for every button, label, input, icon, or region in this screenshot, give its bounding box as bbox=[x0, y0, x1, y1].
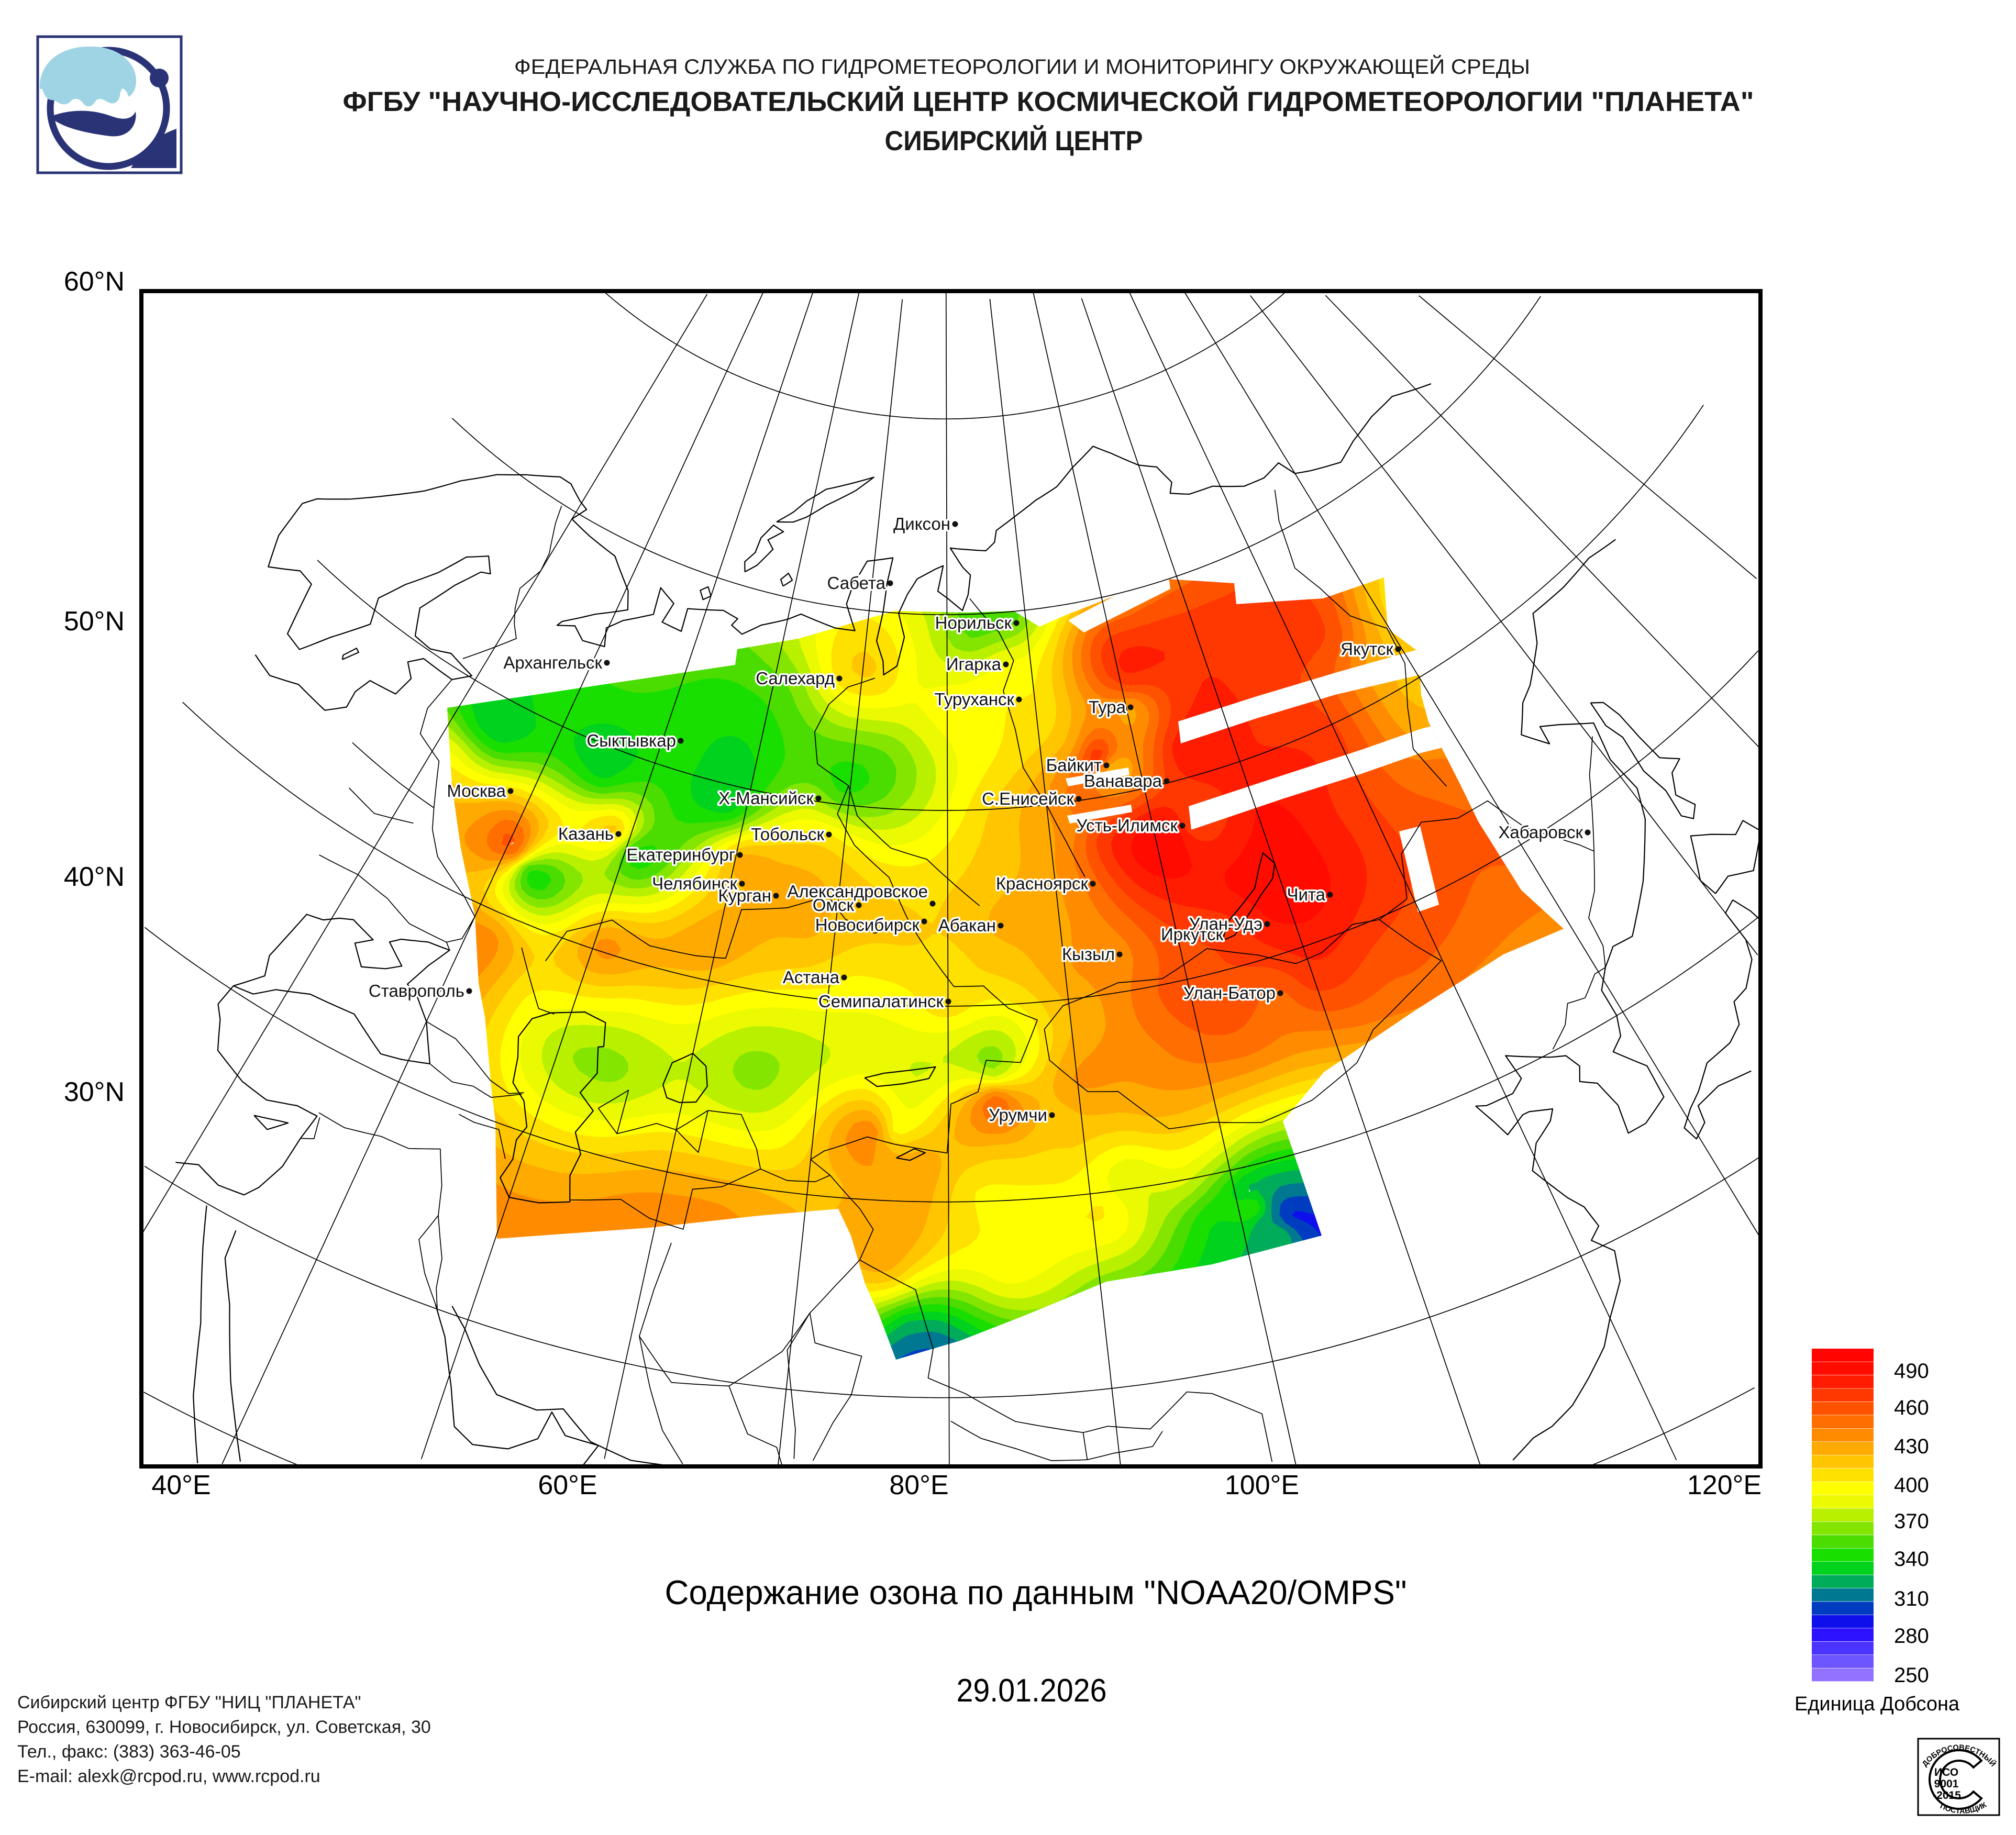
svg-text:Новосибирск: Новосибирск bbox=[815, 915, 920, 935]
svg-text:Омск: Омск bbox=[813, 895, 855, 915]
svg-text:Салехард: Салехард bbox=[756, 669, 835, 688]
svg-text:310: 310 bbox=[1894, 1587, 1929, 1610]
svg-text:Казань: Казань bbox=[558, 824, 614, 843]
svg-text:Игарка: Игарка bbox=[946, 654, 1002, 674]
svg-text:Красноярск: Красноярск bbox=[996, 874, 1089, 893]
svg-text:Туруханск: Туруханск bbox=[934, 689, 1014, 709]
svg-text:Александровское: Александровское bbox=[787, 882, 928, 901]
svg-text:490: 490 bbox=[1894, 1360, 1929, 1383]
svg-text:Усть-Илимск: Усть-Илимск bbox=[1076, 816, 1178, 835]
svg-text:Чита: Чита bbox=[1287, 885, 1325, 904]
svg-text:Ставрополь: Ставрополь bbox=[369, 981, 464, 1000]
svg-text:30°N: 30°N bbox=[64, 1077, 125, 1107]
svg-text:340: 340 bbox=[1894, 1548, 1929, 1571]
svg-text:Сабета: Сабета bbox=[827, 573, 886, 593]
svg-text:40°E: 40°E bbox=[151, 1470, 211, 1500]
svg-text:120°E: 120°E bbox=[1687, 1470, 1762, 1500]
svg-text:Курган: Курган bbox=[718, 886, 771, 905]
svg-text:ФГБУ "НАУЧНО-ИССЛЕДОВАТЕЛЬСКИЙ: ФГБУ "НАУЧНО-ИССЛЕДОВАТЕЛЬСКИЙ ЦЕНТР КОС… bbox=[343, 85, 1754, 117]
svg-text:Якутск: Якутск bbox=[1341, 639, 1393, 659]
svg-text:Екатеринбург: Екатеринбург bbox=[626, 845, 735, 864]
svg-text:50°N: 50°N bbox=[64, 606, 125, 637]
svg-text:Единица Добсона: Единица Добсона bbox=[1795, 1693, 1960, 1715]
svg-text:Диксон: Диксон bbox=[893, 514, 950, 533]
svg-text:-2015: -2015 bbox=[1933, 1789, 1961, 1801]
svg-text:Хабаровск: Хабаровск bbox=[1498, 822, 1583, 842]
svg-text:Абакан: Абакан bbox=[938, 916, 996, 935]
svg-text:460: 460 bbox=[1894, 1396, 1929, 1419]
svg-text:80°E: 80°E bbox=[889, 1470, 948, 1500]
svg-text:Россия, 630099, г. Новосибирск: Россия, 630099, г. Новосибирск, ул. Сове… bbox=[17, 1717, 431, 1737]
svg-text:ФЕДЕРАЛЬНАЯ СЛУЖБА ПО ГИДРОМЕТ: ФЕДЕРАЛЬНАЯ СЛУЖБА ПО ГИДРОМЕТЕОРОЛОГИИ … bbox=[514, 54, 1530, 79]
svg-text:Астана: Астана bbox=[783, 967, 840, 987]
svg-text:370: 370 bbox=[1894, 1510, 1929, 1533]
svg-text:60°N: 60°N bbox=[64, 266, 125, 297]
svg-text:Урумчи: Урумчи bbox=[989, 1105, 1047, 1125]
svg-text:Улан-Батор: Улан-Батор bbox=[1183, 983, 1276, 1003]
svg-text:Тобольск: Тобольск bbox=[751, 825, 824, 844]
svg-text:Семипалатинск: Семипалатинск bbox=[818, 992, 944, 1011]
svg-text:Улан-Удэ: Улан-Удэ bbox=[1189, 914, 1262, 933]
svg-text:Норильск: Норильск bbox=[935, 613, 1012, 632]
svg-text:E-mail: alexk@rcpod.ru, www.rc: E-mail: alexk@rcpod.ru, www.rcpod.ru bbox=[17, 1766, 320, 1786]
svg-text:400: 400 bbox=[1894, 1474, 1929, 1497]
svg-text:СИБИРСКИЙ ЦЕНТР: СИБИРСКИЙ ЦЕНТР bbox=[885, 125, 1143, 157]
svg-text:Тел., факс: (383) 363-46-05: Тел., факс: (383) 363-46-05 bbox=[17, 1742, 241, 1762]
svg-text:40°N: 40°N bbox=[64, 862, 125, 892]
svg-text:Иркутск: Иркутск bbox=[1161, 925, 1224, 944]
svg-text:280: 280 bbox=[1894, 1625, 1929, 1648]
svg-text:Х-Мансийск: Х-Мансийск bbox=[718, 788, 814, 808]
svg-text:9001: 9001 bbox=[1934, 1778, 1959, 1790]
svg-text:100°E: 100°E bbox=[1225, 1470, 1299, 1500]
svg-text:Челябинск: Челябинск bbox=[652, 874, 737, 893]
svg-text:Содержание озона по данным "NO: Содержание озона по данным "NOAA20/OMPS" bbox=[665, 1573, 1407, 1611]
svg-text:Сыктывкар: Сыктывкар bbox=[586, 731, 676, 750]
svg-text:250: 250 bbox=[1894, 1664, 1929, 1687]
svg-text:60°E: 60°E bbox=[538, 1470, 597, 1500]
svg-text:Москва: Москва bbox=[447, 781, 506, 800]
svg-text:Байкит: Байкит bbox=[1046, 755, 1102, 775]
svg-text:430: 430 bbox=[1894, 1435, 1929, 1458]
svg-text:Архангельск: Архангельск bbox=[503, 653, 602, 672]
svg-text:Ванавара: Ванавара bbox=[1084, 771, 1162, 791]
svg-text:Сибирский центр ФГБУ "НИЦ "ПЛА: Сибирский центр ФГБУ "НИЦ "ПЛАНЕТА" bbox=[17, 1693, 361, 1712]
svg-text:29.01.2026: 29.01.2026 bbox=[957, 1673, 1107, 1709]
svg-text:С.Енисейск: С.Енисейск bbox=[982, 789, 1074, 808]
svg-text:Кызыл: Кызыл bbox=[1062, 944, 1115, 964]
svg-text:ИСО: ИСО bbox=[1934, 1766, 1958, 1778]
svg-text:Тура: Тура bbox=[1089, 697, 1126, 717]
